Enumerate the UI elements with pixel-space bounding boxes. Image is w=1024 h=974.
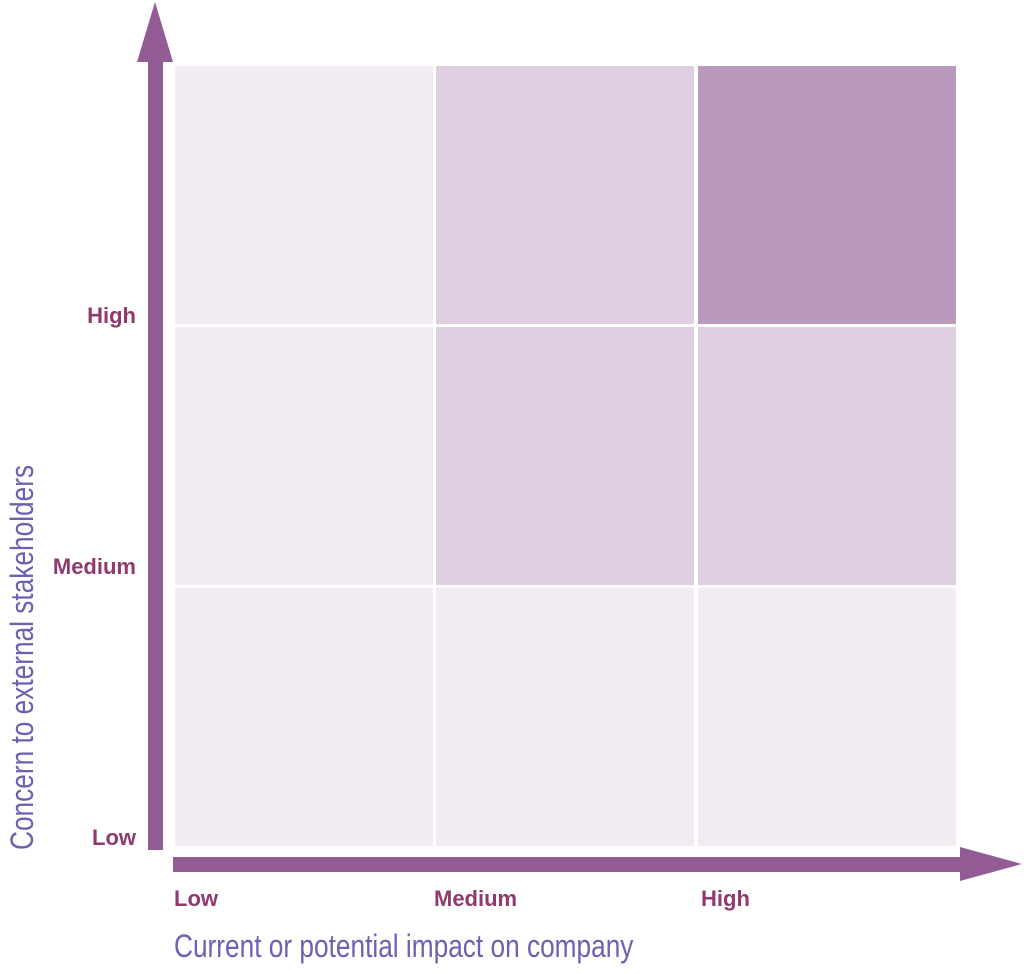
y-tick-high: High: [87, 303, 136, 328]
cell-concern-low-impact-high: [698, 588, 956, 846]
cell-concern-low-impact-low: [175, 588, 433, 846]
cell-concern-medium-impact-medium: [436, 327, 694, 585]
y-tick-medium: Medium: [52, 554, 136, 579]
cell-concern-high-impact-high: [698, 66, 956, 324]
cell-concern-medium-impact-high: [698, 327, 956, 585]
cell-concern-medium-impact-low: [175, 327, 433, 585]
y-axis-arrowhead: [137, 2, 173, 62]
y-axis-title: Concern to external stakeholders: [4, 464, 40, 850]
x-tick-high: High: [701, 886, 750, 911]
y-tick-low: Low: [92, 825, 136, 850]
x-tick-low: Low: [174, 886, 218, 911]
x-tick-medium: Medium: [434, 886, 518, 911]
cell-concern-high-impact-low: [175, 66, 433, 324]
cell-concern-low-impact-medium: [436, 588, 694, 846]
x-axis-arrowhead: [960, 847, 1022, 881]
cell-concern-high-impact-medium: [436, 66, 694, 324]
x-axis-title: Current or potential impact on company: [174, 928, 634, 964]
x-axis-shaft: [173, 857, 963, 872]
y-axis-shaft: [148, 60, 163, 850]
